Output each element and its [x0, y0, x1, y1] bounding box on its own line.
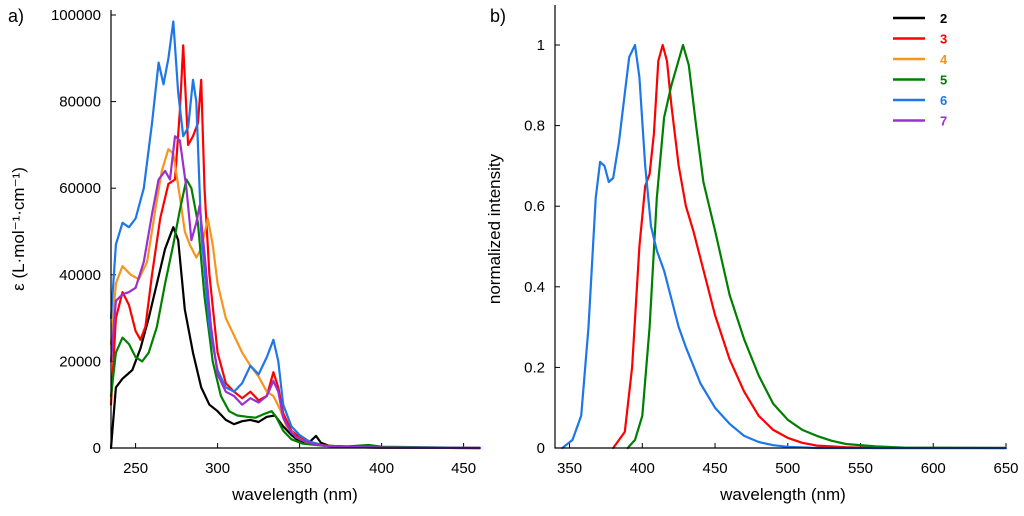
- panel-a-x-axis-label: wavelength (nm): [231, 485, 358, 504]
- panel-a-y-tick-label: 80000: [59, 94, 101, 111]
- panel-a-y-tick-label: 20000: [59, 353, 101, 370]
- panel-a-label: a): [8, 6, 24, 26]
- panel-a-series-7-line: [109, 135, 482, 450]
- panel-a-chart: a) 250 300 350 400 450 0 20000 40000 60000 80000 1…: [8, 6, 482, 504]
- panel-b-y-tick-label: 0.2: [524, 359, 545, 376]
- legend-label-4: 4: [940, 52, 948, 67]
- panel-b-axes: [554, 5, 1006, 449]
- panel-a-y-tick-label: 100000: [51, 7, 101, 24]
- panel-b-series: [561, 43, 1008, 450]
- panel-a-x-tick-label: 300: [205, 460, 230, 477]
- panel-a-ticks: 250 300 350 400 450 0 20000 40000 60000 80000 1000…: [51, 7, 476, 477]
- panel-a-x-tick-label: 250: [123, 460, 148, 477]
- legend-label-5: 5: [940, 73, 947, 88]
- panel-a-series-5-line: [109, 178, 482, 450]
- panel-b-legend: 2 3 4 5 6 7: [893, 11, 948, 129]
- panel-b-chart: b) 350 400 450 500 550 600 650 0 0.2 0.4 0.6 0.8 1 w…: [485, 5, 1019, 504]
- panel-a-y-axis-label: ε (L·mol⁻¹·cm⁻¹): [9, 167, 28, 291]
- panel-b-y-tick-label: 0.8: [524, 118, 545, 135]
- legend-label-3: 3: [940, 32, 947, 47]
- panel-a-series-6-line: [109, 20, 482, 450]
- panel-a-series: [109, 20, 482, 450]
- panel-b-x-tick-label: 450: [703, 460, 728, 477]
- panel-b-x-tick-label: 400: [630, 460, 655, 477]
- panel-b-label: b): [490, 6, 506, 26]
- panel-a-x-tick-label: 450: [451, 460, 476, 477]
- panel-a-x-tick-label: 350: [287, 460, 312, 477]
- panel-b-y-tick-label: 0: [537, 440, 545, 457]
- panel-b-series-5-line: [626, 43, 1008, 450]
- panel-b-series-6-line: [561, 43, 1008, 450]
- legend-label-2: 2: [940, 11, 947, 26]
- panel-b-x-axis-label: wavelength (nm): [719, 485, 846, 504]
- panel-b-y-axis-label: normalized intensity: [485, 153, 504, 304]
- panel-b-x-tick-label: 500: [775, 460, 800, 477]
- panel-a-x-tick-label: 400: [369, 460, 394, 477]
- legend-label-7: 7: [940, 114, 947, 129]
- panel-b-ticks: 350 400 450 500 550 600 650 0 0.2 0.4 0.6 0.8 1: [524, 37, 1018, 477]
- panel-b-y-tick-label: 1: [537, 37, 545, 54]
- panel-b-y-tick-label: 0.6: [524, 198, 545, 215]
- panel-b-x-tick-label: 600: [921, 460, 946, 477]
- panel-b-x-tick-label: 550: [848, 460, 873, 477]
- panel-a-y-tick-label: 0: [93, 440, 101, 457]
- panel-a-axes: [110, 10, 480, 449]
- panel-b-y-tick-label: 0.4: [524, 279, 545, 296]
- panel-a-y-tick-label: 60000: [59, 180, 101, 197]
- panel-b-x-tick-label: 650: [993, 460, 1018, 477]
- panel-b-x-tick-label: 350: [557, 460, 582, 477]
- panel-a-y-tick-label: 40000: [59, 267, 101, 284]
- panel-a-series-2-line: [109, 226, 482, 450]
- legend-label-6: 6: [940, 93, 947, 108]
